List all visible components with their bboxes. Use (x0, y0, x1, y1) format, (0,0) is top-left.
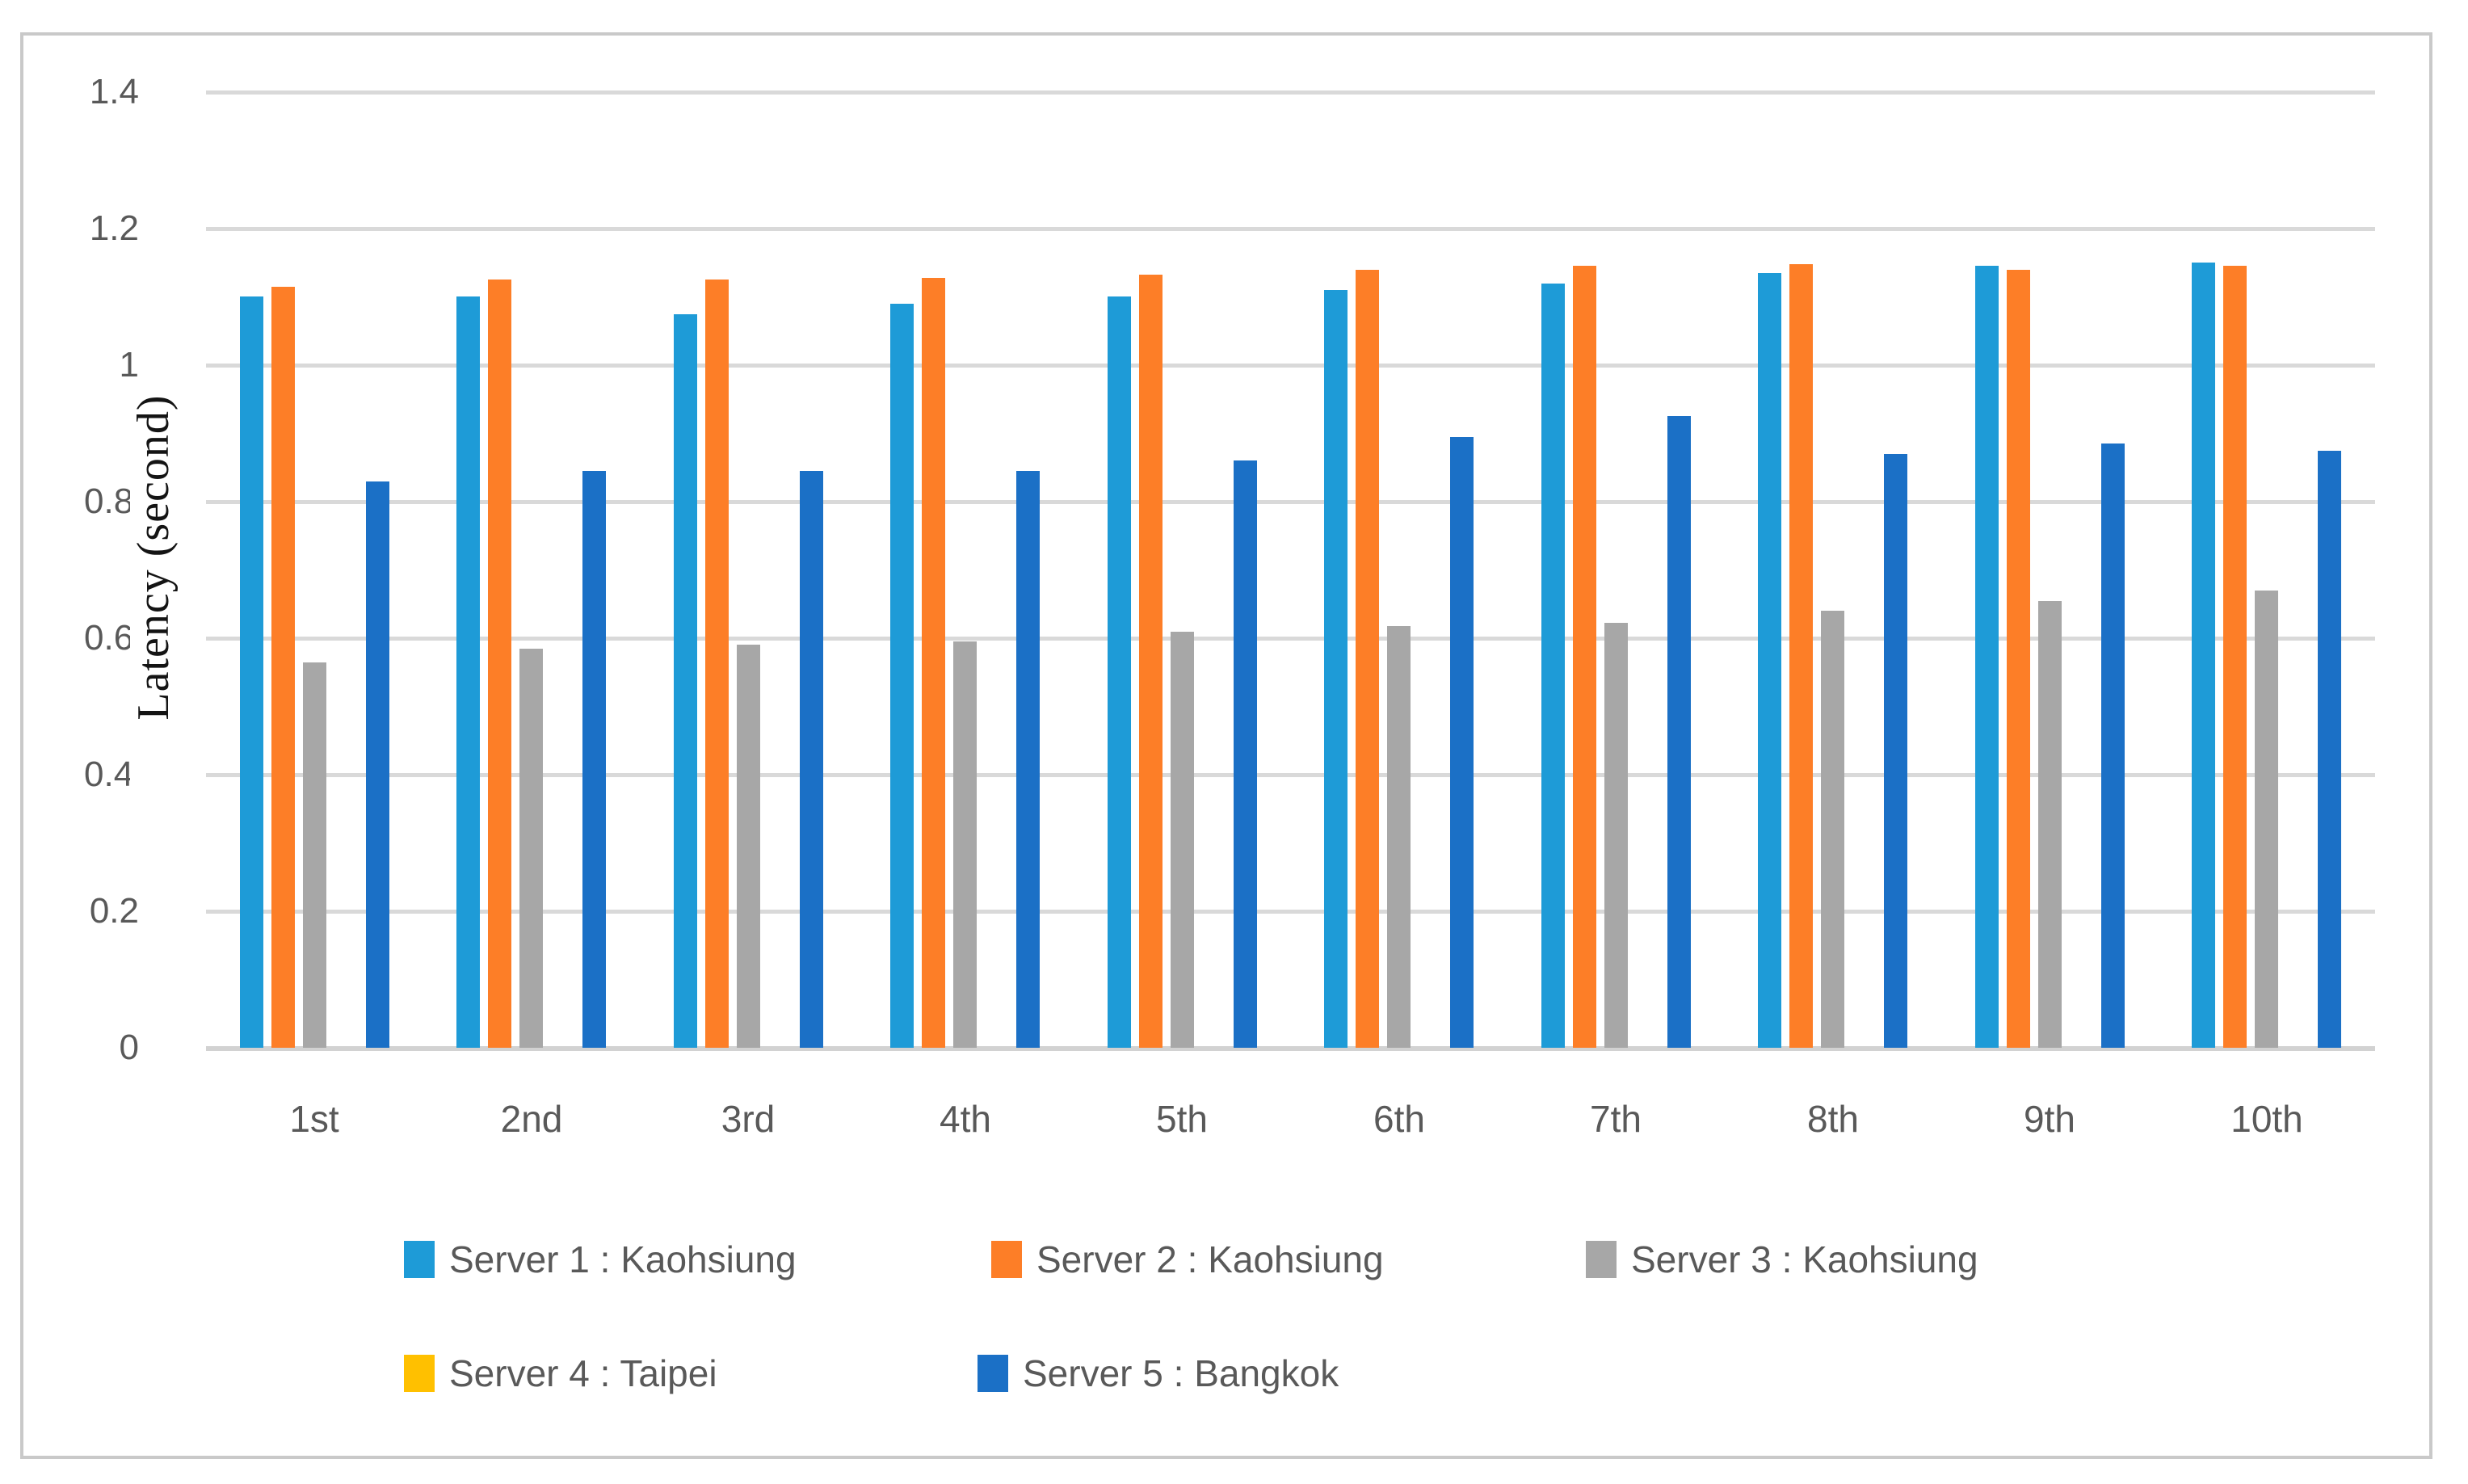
legend-swatch-server3 (1586, 1241, 1617, 1278)
bar-server2-9th (2007, 270, 2030, 1048)
bar-server1-3rd (674, 314, 697, 1048)
bar-server5-7th (1667, 416, 1691, 1048)
bar-server5-4th (1016, 471, 1040, 1048)
bar-server1-7th (1541, 284, 1565, 1048)
bar-server2-10th (2223, 266, 2247, 1048)
bar-server3-10th (2255, 591, 2278, 1048)
legend-item-server1: Server 1 : Kaohsiung (404, 1240, 797, 1279)
bar-server3-8th (1821, 611, 1844, 1048)
y-tick-label-1_4: 1.4 (89, 72, 139, 111)
bar-server2-7th (1573, 266, 1596, 1048)
bar-server3-7th (1604, 623, 1628, 1048)
chart-outer-border (20, 32, 2432, 1459)
legend-item-server2: Server 2 : Kaohsiung (991, 1240, 1384, 1279)
y-tick-label-0_8: 0.8 (84, 481, 130, 521)
bar-server1-5th (1108, 296, 1131, 1048)
bar-server5-1st (366, 481, 389, 1048)
bar-server3-9th (2038, 601, 2062, 1048)
bar-server5-2nd (582, 471, 606, 1048)
legend-label-server1: Server 1 : Kaohsiung (449, 1238, 797, 1280)
legend-swatch-server5 (978, 1355, 1008, 1392)
bar-server5-8th (1884, 454, 1907, 1048)
x-tick-label-7th: 7th (1590, 1098, 1642, 1140)
gridline-0_6 (206, 637, 2375, 641)
legend-item-server5: Server 5 : Bangkok (978, 1354, 1339, 1393)
bar-server3-1st (303, 662, 326, 1048)
y-tick-label-1: 1 (119, 345, 139, 385)
bar-server1-1st (240, 296, 263, 1048)
bar-server2-4th (922, 278, 945, 1048)
y-axis-title: Latency (second) (128, 394, 179, 721)
x-tick-label-10th: 10th (2230, 1098, 2303, 1140)
bar-server2-2nd (488, 280, 511, 1048)
bar-server5-3rd (800, 471, 823, 1048)
legend-item-server3: Server 3 : Kaohsiung (1586, 1240, 1978, 1279)
x-tick-label-4th: 4th (940, 1098, 991, 1140)
gridline-1_4 (206, 90, 2375, 95)
bar-server1-10th (2192, 263, 2215, 1048)
bar-server2-3rd (705, 280, 729, 1048)
x-tick-label-2nd: 2nd (500, 1098, 563, 1140)
x-tick-label-6th: 6th (1373, 1098, 1425, 1140)
y-tick-label-0_4: 0.4 (84, 755, 130, 794)
bar-server2-5th (1139, 275, 1163, 1048)
bar-server5-10th (2318, 451, 2341, 1048)
bar-server1-4th (890, 304, 914, 1048)
x-tick-label-8th: 8th (1807, 1098, 1859, 1140)
legend-swatch-server4 (404, 1355, 435, 1392)
legend-item-server4: Server 4 : Taipei (404, 1354, 717, 1393)
bar-server1-9th (1975, 266, 1999, 1048)
y-tick-label-0: 0 (119, 1028, 139, 1067)
bar-server2-1st (271, 287, 295, 1048)
y-tick-label-1_2: 1.2 (89, 208, 139, 248)
gridline-0_8 (206, 500, 2375, 504)
bar-server3-2nd (519, 649, 543, 1048)
y-tick-label-0_6: 0.6 (84, 618, 130, 658)
bar-server1-8th (1758, 273, 1781, 1048)
bar-server1-6th (1324, 290, 1348, 1048)
x-tick-label-5th: 5th (1156, 1098, 1208, 1140)
y-tick-label-0_2: 0.2 (89, 891, 139, 931)
bar-server2-8th (1789, 264, 1813, 1048)
x-tick-label-3rd: 3rd (721, 1098, 776, 1140)
gridline-0_4 (206, 773, 2375, 777)
bar-server5-5th (1234, 460, 1257, 1048)
bar-server2-6th (1356, 270, 1379, 1048)
gridline-1 (206, 364, 2375, 368)
bar-server5-6th (1450, 437, 1474, 1048)
gridline-0 (206, 1046, 2375, 1051)
gridline-0_2 (206, 910, 2375, 914)
legend-label-server2: Server 2 : Kaohsiung (1036, 1238, 1384, 1280)
legend-swatch-server2 (991, 1241, 1022, 1278)
bar-server3-5th (1171, 632, 1194, 1048)
bar-server5-9th (2101, 444, 2125, 1048)
bar-server3-3rd (737, 645, 760, 1048)
legend-label-server4: Server 4 : Taipei (449, 1352, 717, 1394)
bar-server3-4th (953, 641, 977, 1048)
legend-label-server5: Server 5 : Bangkok (1023, 1352, 1339, 1394)
x-tick-label-9th: 9th (2024, 1098, 2075, 1140)
bar-server3-6th (1387, 626, 1411, 1048)
gridline-1_2 (206, 227, 2375, 231)
legend-label-server3: Server 3 : Kaohsiung (1631, 1238, 1978, 1280)
bar-server1-2nd (456, 296, 480, 1048)
x-tick-label-1st: 1st (289, 1098, 339, 1140)
legend-swatch-server1 (404, 1241, 435, 1278)
